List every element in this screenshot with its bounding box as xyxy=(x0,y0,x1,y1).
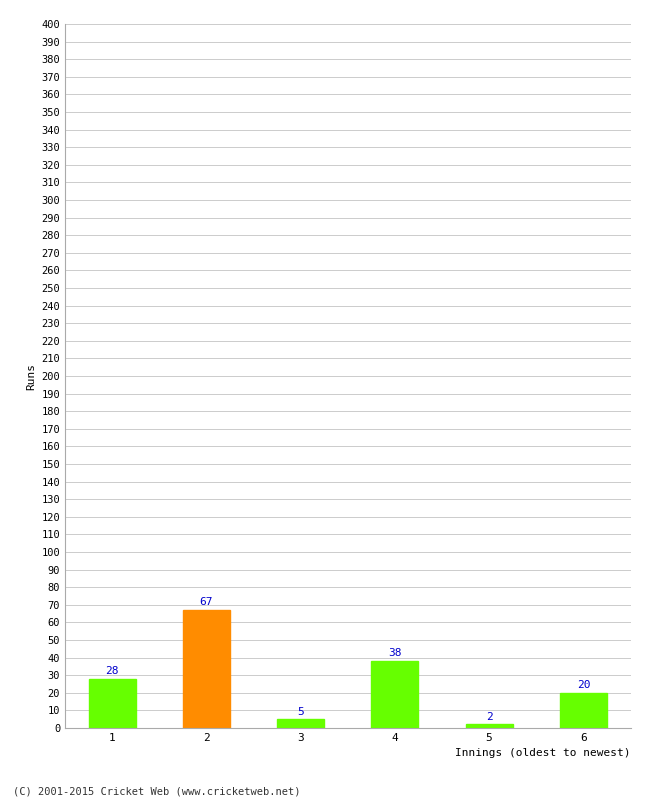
Text: 38: 38 xyxy=(388,649,402,658)
Y-axis label: Runs: Runs xyxy=(26,362,36,390)
Text: 67: 67 xyxy=(200,598,213,607)
Bar xyxy=(277,719,324,728)
Bar xyxy=(183,610,230,728)
Bar xyxy=(465,725,513,728)
Bar xyxy=(88,678,136,728)
Text: 20: 20 xyxy=(577,680,590,690)
Text: 5: 5 xyxy=(297,706,304,717)
Text: (C) 2001-2015 Cricket Web (www.cricketweb.net): (C) 2001-2015 Cricket Web (www.cricketwe… xyxy=(13,786,300,796)
Bar xyxy=(560,693,607,728)
Bar xyxy=(371,661,419,728)
X-axis label: Innings (oldest to newest): Innings (oldest to newest) xyxy=(455,749,630,758)
Text: 28: 28 xyxy=(105,666,119,676)
Text: 2: 2 xyxy=(486,712,493,722)
